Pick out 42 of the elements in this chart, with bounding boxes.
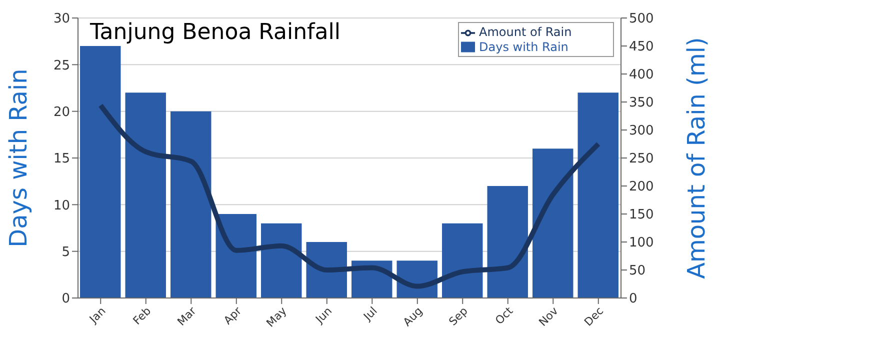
x-tick-label: Apr	[221, 304, 244, 328]
bar	[261, 223, 302, 298]
bar	[125, 92, 166, 298]
y-tick-label: 30	[53, 12, 70, 27]
x-tick-label: Sep	[446, 304, 470, 328]
y2-tick-label: 450	[629, 40, 654, 55]
x-tick-label: Jul	[360, 304, 380, 324]
y2-tick-label: 0	[629, 292, 638, 307]
x-tick-label: Mar	[174, 304, 200, 328]
y-tick-label: 25	[53, 58, 70, 74]
legend-label: Amount of Rain	[479, 25, 572, 39]
x-tick-label: Jan	[86, 304, 108, 326]
y2-tick-label: 150	[629, 208, 654, 223]
legend-label: Days with Rain	[479, 40, 568, 54]
y-tick-label: 15	[53, 152, 70, 167]
y2-tick-label: 200	[629, 180, 654, 195]
bar	[216, 214, 256, 298]
y2-tick-label: 400	[629, 68, 654, 83]
y-tick-label: 0	[62, 292, 70, 307]
y-tick-label: 20	[53, 104, 70, 120]
x-tick-label: Oct	[492, 304, 516, 328]
y2-tick-label: 50	[629, 264, 646, 279]
y2-tick-label: 300	[629, 124, 654, 139]
bar	[170, 111, 212, 298]
y2-tick-label: 350	[629, 96, 654, 111]
bar	[532, 148, 574, 298]
y-tick-label: 5	[62, 244, 70, 260]
y2-tick-label: 500	[629, 12, 654, 27]
y2-tick-label: 100	[629, 236, 654, 251]
y-axis-title: Days with Rain	[4, 68, 33, 248]
y2-axis-title: Amount of Rain (ml)	[682, 37, 711, 279]
x-tick-label: Jun	[312, 304, 335, 327]
bar	[80, 46, 121, 298]
chart-title: Tanjung Benoa Rainfall	[90, 20, 340, 45]
bar	[487, 186, 528, 298]
y2-tick-label: 250	[629, 152, 654, 167]
x-tick-label: Feb	[130, 304, 154, 328]
x-tick-label: Dec	[582, 304, 606, 329]
x-tick-label: Nov	[536, 304, 562, 329]
y-tick-label: 10	[53, 198, 70, 214]
bar	[442, 223, 483, 298]
bar	[578, 92, 618, 298]
